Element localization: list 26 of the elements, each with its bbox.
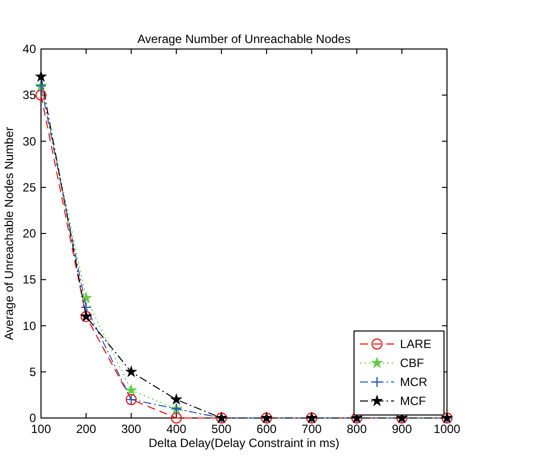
y-tick-label: 20 bbox=[22, 226, 36, 240]
x-tick-label: 500 bbox=[211, 422, 232, 436]
x-axis-title: Delta Delay(Delay Constraint in ms) bbox=[148, 436, 340, 450]
legend-label: LARE bbox=[400, 337, 432, 351]
y-axis-title: Average of Unreachable Nodes Number bbox=[2, 126, 16, 340]
x-tick-label: 100 bbox=[30, 422, 52, 436]
y-tick-label: 10 bbox=[22, 318, 36, 333]
y-tick-label: 5 bbox=[29, 364, 36, 379]
y-tick-label: 30 bbox=[22, 134, 36, 148]
legend-label: CBF bbox=[400, 356, 424, 370]
x-tick-label: 800 bbox=[346, 422, 368, 436]
y-tick-label: 15 bbox=[22, 272, 36, 287]
legend-label: MCF bbox=[400, 394, 426, 408]
chart-title: Average Number of Unreachable Nodes bbox=[137, 32, 351, 46]
y-tick-label: 35 bbox=[22, 88, 36, 102]
x-tick-label: 900 bbox=[392, 422, 412, 436]
legend-label: MCR bbox=[400, 375, 428, 389]
x-tick-label: 300 bbox=[121, 422, 142, 436]
y-tick-label: 0 bbox=[29, 411, 36, 425]
x-tick-label: 700 bbox=[302, 422, 322, 436]
x-tick-label: 200 bbox=[76, 422, 96, 436]
y-tick-label: 40 bbox=[22, 42, 36, 56]
x-tick-label: 400 bbox=[166, 422, 187, 436]
x-tick-label: 1000 bbox=[434, 422, 461, 436]
y-tick-label: 25 bbox=[22, 180, 36, 194]
x-tick-label: 600 bbox=[256, 422, 277, 436]
